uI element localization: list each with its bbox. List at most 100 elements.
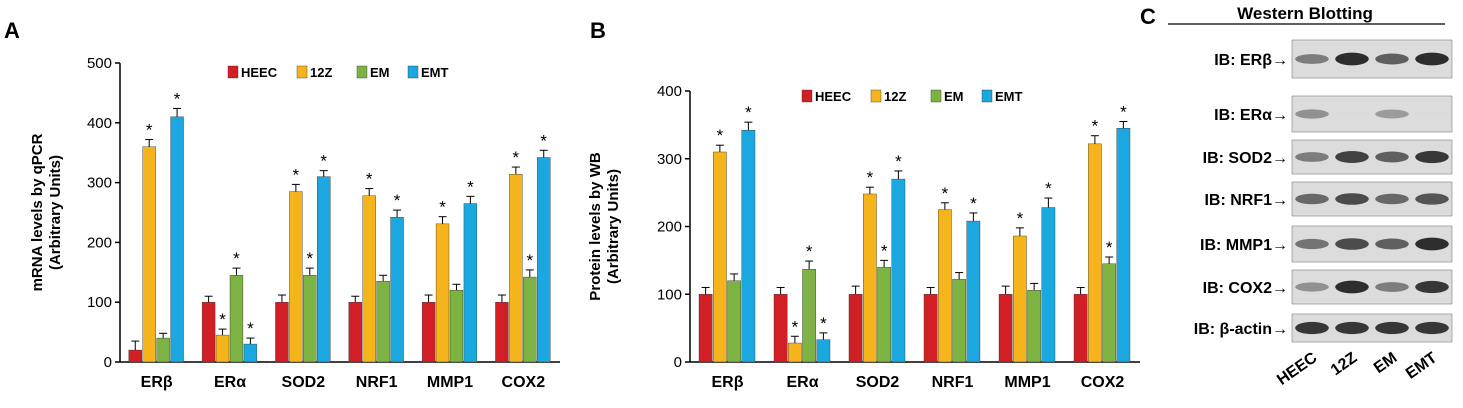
bar-em-2 <box>303 275 317 363</box>
significance-star: * <box>526 251 533 270</box>
significance-star: * <box>513 148 520 167</box>
band-2-2 <box>1375 151 1409 163</box>
x-category-label-2: SOD2 <box>282 374 326 391</box>
band-2-0 <box>1295 152 1329 162</box>
legend-label-12z: 12Z <box>884 89 906 104</box>
wb-row-label-3: IB: NRF1→ <box>1204 192 1288 209</box>
bar-emt-5 <box>1116 128 1131 363</box>
bar-em-2 <box>877 266 891 363</box>
band-2-3 <box>1415 150 1449 164</box>
significance-star: * <box>146 121 153 140</box>
y-tick-label: 300 <box>87 175 112 192</box>
significance-star: * <box>970 194 977 213</box>
legend-swatch-heec <box>801 89 813 103</box>
bar-em-3 <box>952 279 966 363</box>
bar-12z-3 <box>938 209 952 363</box>
bar-12z-4 <box>435 223 450 363</box>
significance-star: * <box>745 103 752 122</box>
significance-star: * <box>306 249 313 268</box>
x-category-label-3: NRF1 <box>356 374 398 391</box>
legend-label-em: EM <box>370 65 390 80</box>
wb-lane-label-1: 12Z <box>1328 349 1361 379</box>
panel-letter-c: C <box>1140 4 1156 29</box>
chart-b-protein: 0 100 200 300 400 Protein levels by WB (Arbitr… <box>587 83 1140 391</box>
legend-label-emt: EMT <box>421 65 449 80</box>
legend-swatch-12z <box>870 89 882 103</box>
bar-heec-0 <box>698 294 713 363</box>
band-5-1 <box>1335 280 1369 294</box>
bar-em-5 <box>523 276 537 363</box>
bar-heec-4 <box>421 302 436 363</box>
legend-label-heec: HEEC <box>241 65 278 80</box>
bar-em-3 <box>376 281 390 363</box>
x-category-label-0: ERβ <box>141 374 173 391</box>
bar-emt-1 <box>243 343 258 363</box>
significance-star: * <box>717 126 724 145</box>
legend-swatch-emt <box>981 89 993 103</box>
significance-star: * <box>867 168 874 187</box>
bar-em-4 <box>1027 289 1041 363</box>
y-tick-label: 100 <box>87 294 112 311</box>
y-tick-label: 500 <box>87 55 112 72</box>
significance-star: * <box>1106 238 1113 257</box>
western-blot-panel: Western Blotting IB: ERβ→ IB: ERα→ IB: SOD2… <box>1168 4 1453 389</box>
wb-row-label-6: IB: β-actin→ <box>1194 321 1288 338</box>
bar-12z-4 <box>1013 235 1027 363</box>
band-5-2 <box>1375 282 1409 292</box>
wb-title: Western Blotting <box>1237 4 1373 23</box>
y-axis-label-line2: (Arbitrary Units) <box>605 169 622 284</box>
bar-emt-0 <box>170 116 184 363</box>
wb-row-label-4: IB: MMP1→ <box>1200 237 1288 254</box>
wb-lane-label-3: EMT <box>1403 349 1441 382</box>
chart-a-mrna: 0 100 200 300 400 500 mRNA levels by qPCR (Arbi… <box>29 55 560 391</box>
bar-12z-5 <box>509 174 523 363</box>
x-category-label-1: ERα <box>786 374 818 391</box>
bar-emt-3 <box>390 217 404 363</box>
bar-heec-4 <box>998 294 1013 363</box>
x-category-label-3: NRF1 <box>932 374 974 391</box>
bar-12z-1 <box>215 334 230 363</box>
wb-row-label-0: IB: ERβ→ <box>1214 52 1288 69</box>
y-tick-label: 100 <box>657 286 682 303</box>
y-tick-label: 400 <box>657 83 682 100</box>
significance-star: * <box>820 314 827 333</box>
bar-emt-5 <box>537 157 551 363</box>
significance-star: * <box>293 165 300 184</box>
bar-12z-0 <box>142 146 156 363</box>
significance-star: * <box>394 191 401 210</box>
bar-heec-5 <box>495 302 509 363</box>
bar-12z-0 <box>713 151 727 363</box>
bar-em-5 <box>1102 263 1116 363</box>
legend-swatch-em <box>356 65 368 79</box>
significance-star: * <box>219 310 226 329</box>
bar-emt-0 <box>741 130 756 363</box>
significance-star: * <box>233 249 240 268</box>
band-6-1 <box>1335 321 1369 335</box>
bar-heec-3 <box>923 294 938 363</box>
band-0-1 <box>1335 52 1369 66</box>
wb-lane-label-2: EM <box>1371 349 1400 377</box>
y-axis-label-line1: Protein levels by WB <box>587 152 604 301</box>
x-category-label-2: SOD2 <box>856 374 900 391</box>
bar-heec-0 <box>128 349 142 363</box>
band-1-0 <box>1295 109 1329 119</box>
bar-em-4 <box>449 290 464 363</box>
band-4-2 <box>1375 238 1409 250</box>
bar-12z-2 <box>289 191 303 363</box>
bar-heec-5 <box>1073 294 1088 363</box>
bar-emt-4 <box>1041 207 1056 363</box>
wb-lane-label-0: HEEC <box>1274 349 1321 389</box>
band-1-3 <box>1415 110 1449 118</box>
band-3-0 <box>1295 193 1329 205</box>
significance-star: * <box>895 152 902 171</box>
band-5-0 <box>1295 282 1329 292</box>
bar-em-0 <box>727 280 741 363</box>
significance-star: * <box>366 170 373 189</box>
significance-star: * <box>467 177 474 196</box>
bar-12z-3 <box>362 195 376 363</box>
bar-heec-2 <box>275 302 289 363</box>
legend-swatch-12z <box>296 65 308 79</box>
band-0-2 <box>1375 53 1409 65</box>
significance-star: * <box>1045 179 1052 198</box>
